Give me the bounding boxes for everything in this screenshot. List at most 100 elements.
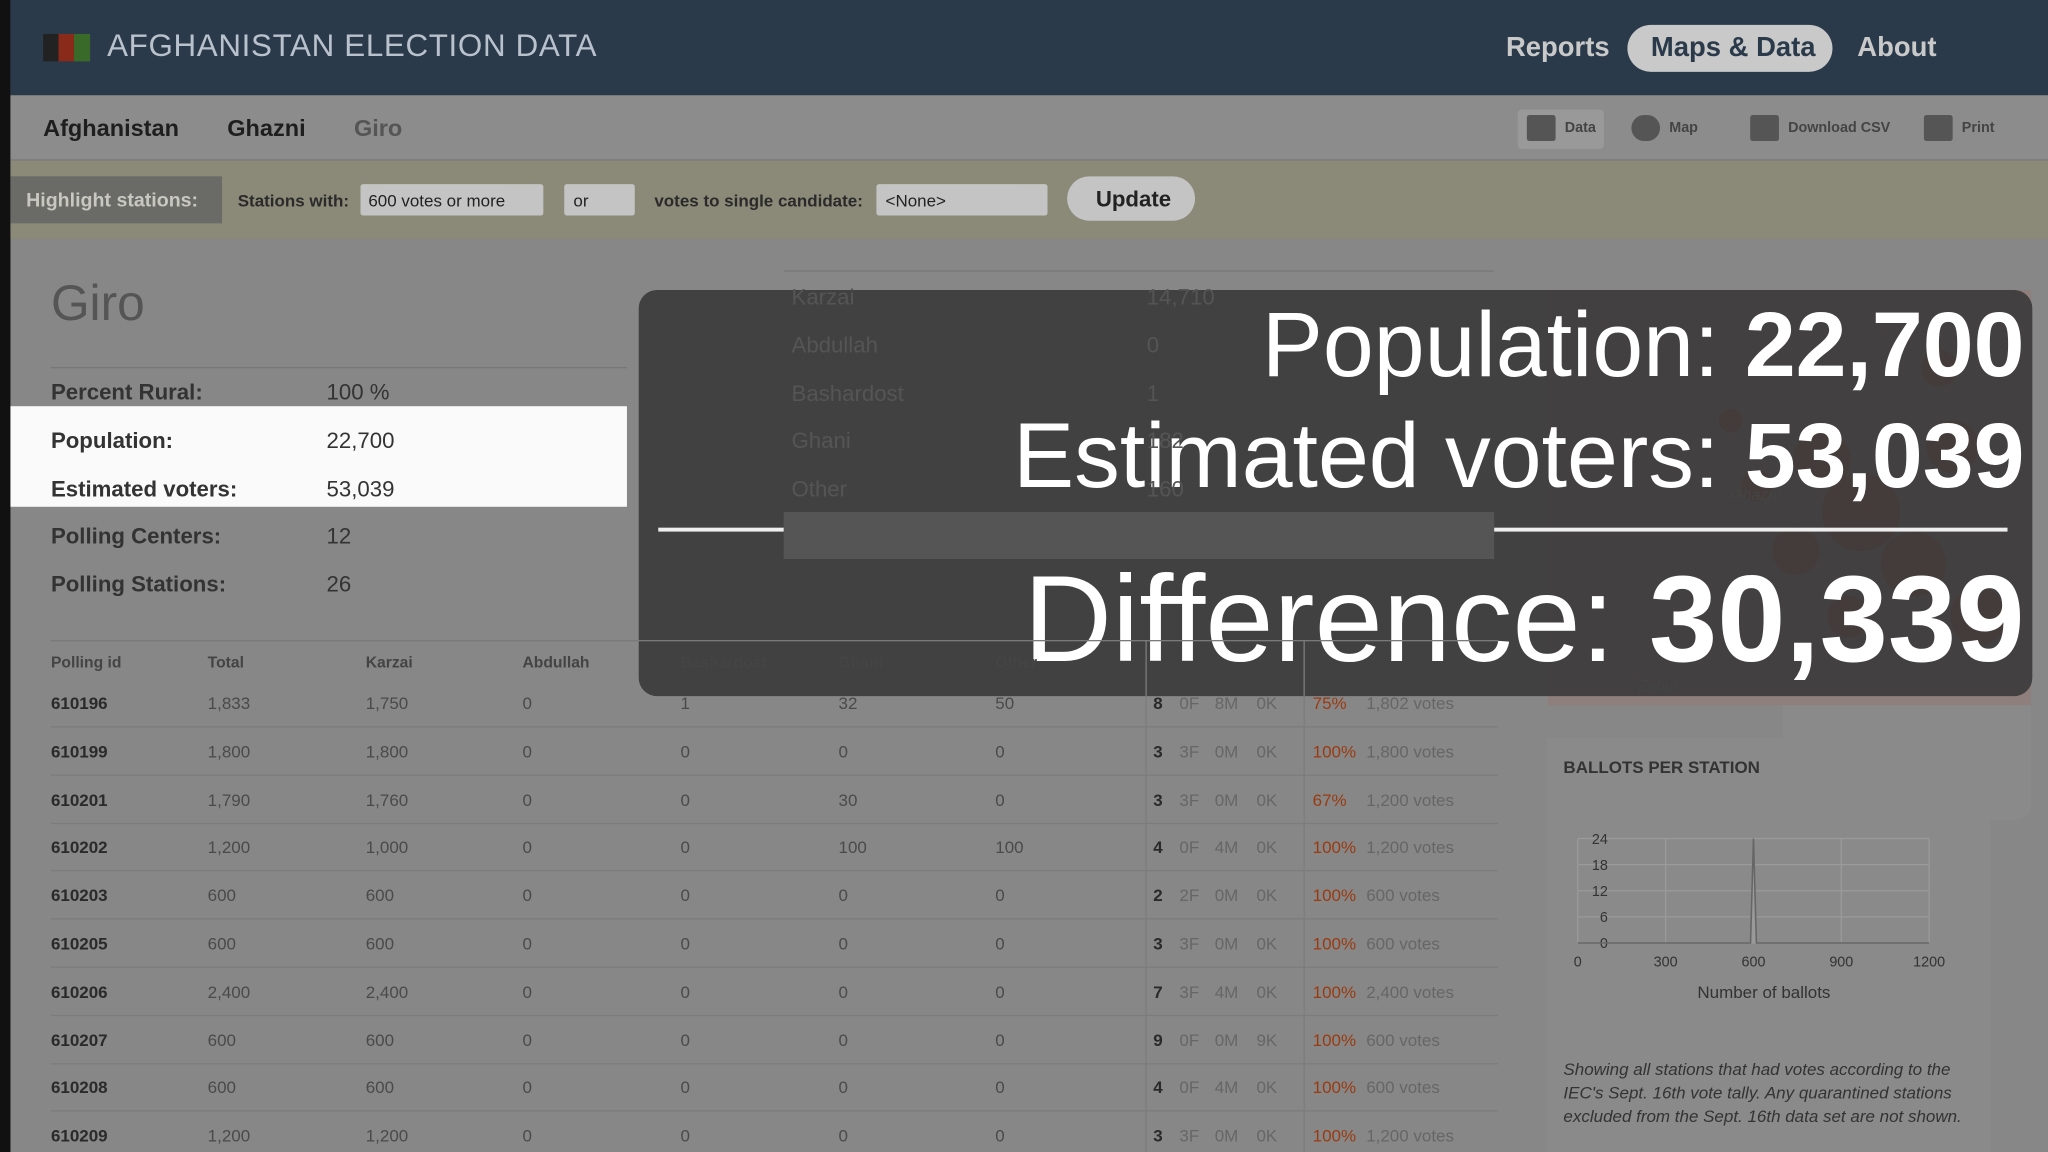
table-cell: 0 [522,1078,532,1098]
table-cell: 30 [838,789,858,810]
table-cell: 0 [838,981,848,1002]
table-cell: 0 [522,1029,532,1050]
tool-link[interactable]: Download CSV [1788,120,1891,136]
row-rule [50,1110,1499,1113]
table-cell: 1,800 votes [1366,741,1454,762]
table-cell: 610206 [50,981,108,1002]
breadcrumb-item[interactable]: Afghanistan [43,114,179,142]
table-cell: 0 [995,741,1005,762]
table-cell: 100 [995,837,1024,858]
column-header[interactable]: Polling id [50,653,122,672]
column-header[interactable]: Abdullah [522,653,590,672]
select[interactable] [360,184,544,216]
overlay-line: Population: 22,700 [1262,293,2025,397]
table-cell: 0 [522,837,532,858]
stat-value: 12 [326,524,352,550]
candidate-votes: 1 [1146,380,1160,406]
breadcrumb-item[interactable]: Giro [353,114,403,142]
table-cell: 0K [1256,741,1278,762]
table-cell: 610205 [50,933,108,954]
button-label[interactable]: Update [1095,186,1172,212]
table-cell: 2,400 votes [1366,981,1454,1002]
table-cell: 0 [680,885,690,906]
column-header[interactable]: Other [995,653,1038,672]
table-cell: 100% [1312,933,1357,954]
breadcrumb-bar [10,95,2048,161]
table-cell: 3 [1153,933,1163,954]
column-header[interactable]: Total [207,653,244,672]
table-cell: 4M [1214,1078,1239,1098]
overlay-line: Estimated voters: 53,039 [1013,404,2024,508]
y-tick-label: 24 [1592,832,1608,848]
table-cell: 0F [1179,693,1200,714]
select-value[interactable]: <None> [885,190,946,211]
tool-link[interactable]: Print [1961,120,1995,136]
table-cell: 1,800 [365,741,409,762]
column-header[interactable]: Bashardost [680,653,767,672]
stat-label: Polling Centers: [50,524,222,550]
tool-link[interactable]: Map [1669,120,1698,136]
x-tick-label: 300 [1654,955,1678,971]
map-bottom [1782,705,2032,821]
table-cell: 600 [207,933,237,954]
column-header[interactable]: Ghani [838,653,883,672]
table-cell: 8M [1214,693,1239,714]
filter-text: Stations with: [237,190,350,211]
select[interactable] [564,184,635,216]
table-cell: 0 [995,1078,1005,1098]
nav-link[interactable]: Reports [1505,32,1610,63]
tool-icon[interactable] [1750,114,1779,142]
table-cell: 3F [1179,789,1200,810]
table-cell: 32 [838,693,858,714]
table-cell: 0K [1256,789,1278,810]
table-cell: 4 [1153,1078,1163,1098]
table-cell: 600 votes [1366,1078,1440,1098]
total-row [783,511,1495,560]
table-cell: 100% [1312,885,1357,906]
table-cell: 0M [1214,1029,1239,1050]
candidate-name: Abdullah [791,332,878,358]
table-cell: 1,000 [365,837,409,858]
table-cell: 0 [838,1126,848,1146]
table-cell: 0 [838,933,848,954]
x-tick-label: 600 [1741,955,1765,971]
select[interactable] [876,184,1048,216]
x-tick-label: 900 [1829,955,1853,971]
nav-active-bg [1627,24,1833,72]
highlight [10,406,627,507]
tool-icon[interactable] [1631,114,1661,142]
table-cell: 50 [995,693,1015,714]
select-value[interactable]: 600 votes or more [368,190,506,211]
table-cell: 0 [522,741,532,762]
table-cell: 0K [1256,933,1278,954]
tool-icon[interactable] [1923,114,1953,142]
y-tick-label: 18 [1592,858,1608,874]
table-cell: 0K [1256,1078,1278,1098]
table-cell: 0 [680,933,690,954]
table-cell: 0 [995,933,1005,954]
table-cell: 610209 [50,1126,108,1146]
nav-link[interactable]: Maps & Data [1650,32,1816,63]
table-cell: 100 [838,837,867,858]
select-value[interactable]: or [573,190,589,211]
table-cell: 1 [680,693,690,714]
table-cell: 0 [838,1029,848,1050]
table-cell: 0 [522,885,532,906]
table-cell: 0 [838,1078,848,1098]
tool-link[interactable]: Data [1564,120,1596,136]
table-cell: 100% [1312,837,1357,858]
table-cell: 1,200 votes [1366,789,1454,810]
nav-link[interactable]: About [1857,32,1937,63]
column-header[interactable]: Karzai [365,653,413,672]
breadcrumb-item[interactable]: Ghazni [227,114,306,142]
col-rule [1303,639,1305,1152]
table-cell: 9K [1256,1029,1278,1050]
table-cell: 0 [995,885,1005,906]
tool-icon[interactable] [1526,114,1556,142]
overlay-value: 53,039 [1744,404,2025,507]
table-cell: 8 [1153,693,1163,714]
row-rule [50,726,1499,728]
row-rule [50,1014,1499,1016]
stat-label: Estimated voters: [50,476,238,502]
button-bg[interactable] [1067,176,1196,221]
